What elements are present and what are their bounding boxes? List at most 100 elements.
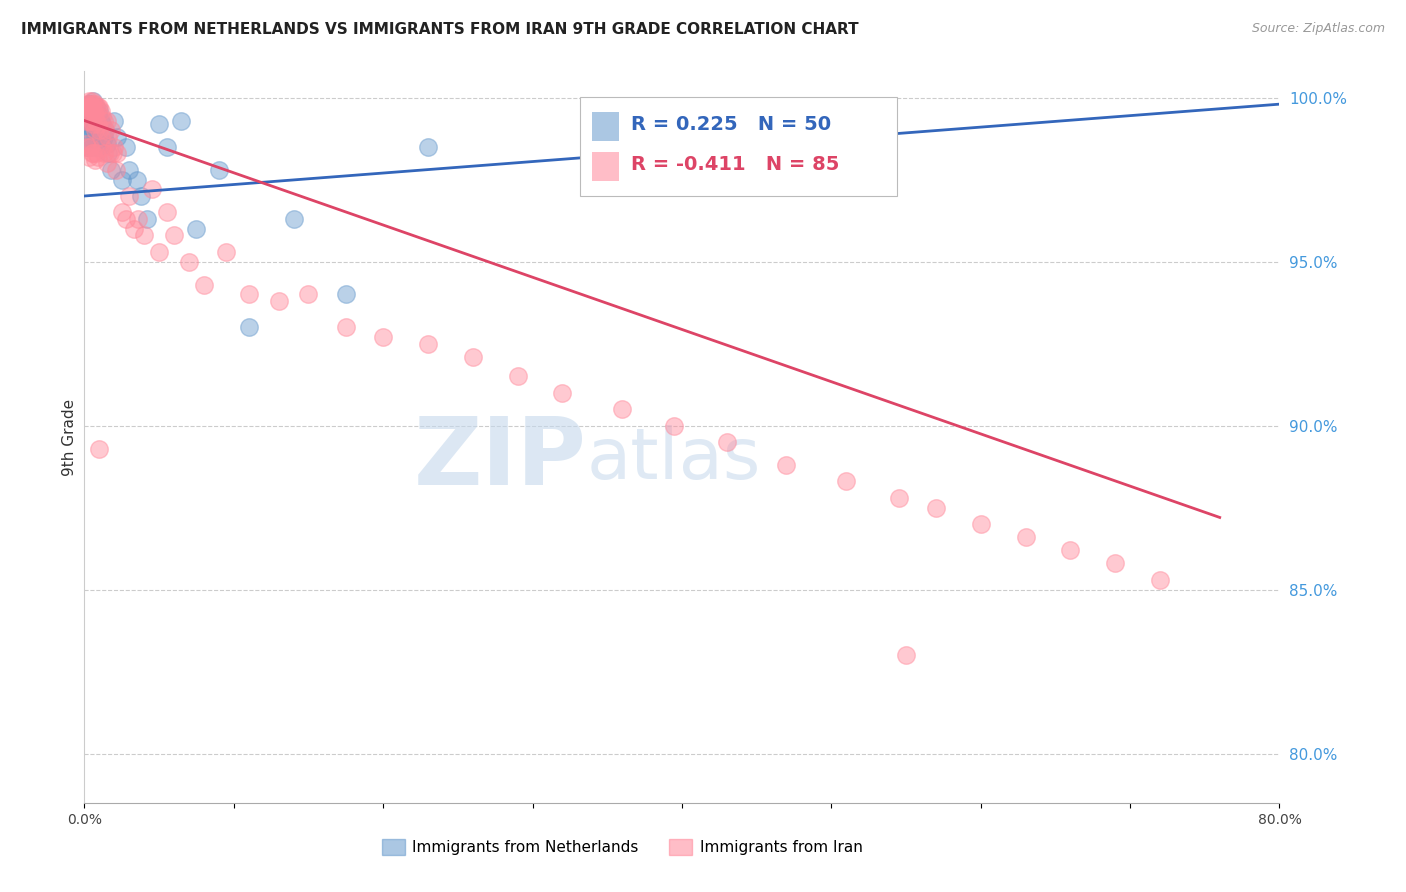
Point [83,103,105,118]
Point [238,320,260,334]
Point [75,136,97,151]
Point [215,244,238,259]
Point [76,140,98,154]
Point [80,113,103,128]
Point [80,146,103,161]
Point [90,113,112,128]
Point [89,442,111,456]
Point [105,130,128,145]
Point [86,100,108,114]
Point [79,130,101,145]
Point [83,123,105,137]
Point [89,100,111,114]
Point [238,287,260,301]
Point [894,648,917,663]
Point [76,107,98,121]
Point [97,130,120,145]
Point [94,123,117,137]
Point [177,254,200,268]
Point [129,189,152,203]
Point [118,162,141,177]
Point [75,100,97,114]
Point [1059,543,1081,558]
Point [416,140,439,154]
Point [87,140,110,154]
Point [87,117,110,131]
Text: R = -0.411   N = 85: R = -0.411 N = 85 [630,155,839,175]
Point [664,418,686,433]
Point [76,100,98,114]
Point [111,172,134,186]
Point [86,100,108,114]
Point [87,107,110,121]
Point [76,97,98,112]
Point [93,130,115,145]
Point [925,500,948,515]
Point [148,244,170,259]
Point [970,516,993,531]
Point [93,113,115,128]
Point [118,189,141,203]
Point [83,107,105,121]
Point [373,330,395,344]
Text: Source: ZipAtlas.com: Source: ZipAtlas.com [1251,22,1385,36]
Point [77,103,100,118]
Point [79,107,101,121]
Point [103,140,125,154]
Point [79,97,101,112]
Point [155,205,177,219]
Point [75,113,97,128]
Point [75,117,97,131]
Point [91,110,114,124]
Point [1149,573,1171,587]
Point [91,140,114,154]
Point [86,146,108,161]
Point [97,146,120,161]
Point [127,211,149,226]
Point [132,228,156,243]
Point [77,113,100,128]
Point [208,162,231,177]
Point [1104,557,1126,571]
Point [96,136,118,151]
Point [87,150,110,164]
Point [77,150,100,164]
Point [148,117,170,131]
Point [125,172,148,186]
Point [136,211,159,226]
Point [80,113,103,128]
Point [80,100,103,114]
Point [80,94,103,108]
Point [887,491,910,505]
Point [83,153,105,167]
Point [155,140,177,154]
Point [79,97,101,112]
Point [91,117,114,131]
Point [83,97,105,112]
Point [82,103,104,118]
Point [335,287,357,301]
Point [77,94,100,108]
Point [335,320,357,334]
Point [104,162,127,177]
FancyBboxPatch shape [581,97,897,195]
Point [89,130,111,145]
Point [716,435,738,450]
Point [77,113,100,128]
Text: ZIP: ZIP [413,413,586,505]
Point [1014,530,1036,544]
Point [77,130,100,145]
Point [75,130,97,145]
Point [90,130,112,145]
Point [79,140,101,154]
Point [90,103,112,118]
Point [193,277,215,292]
Point [115,211,138,226]
Point [461,350,484,364]
Point [551,385,574,400]
Point [80,140,103,154]
Point [89,123,111,137]
Point [76,140,98,154]
Point [89,103,111,118]
Point [93,146,115,161]
